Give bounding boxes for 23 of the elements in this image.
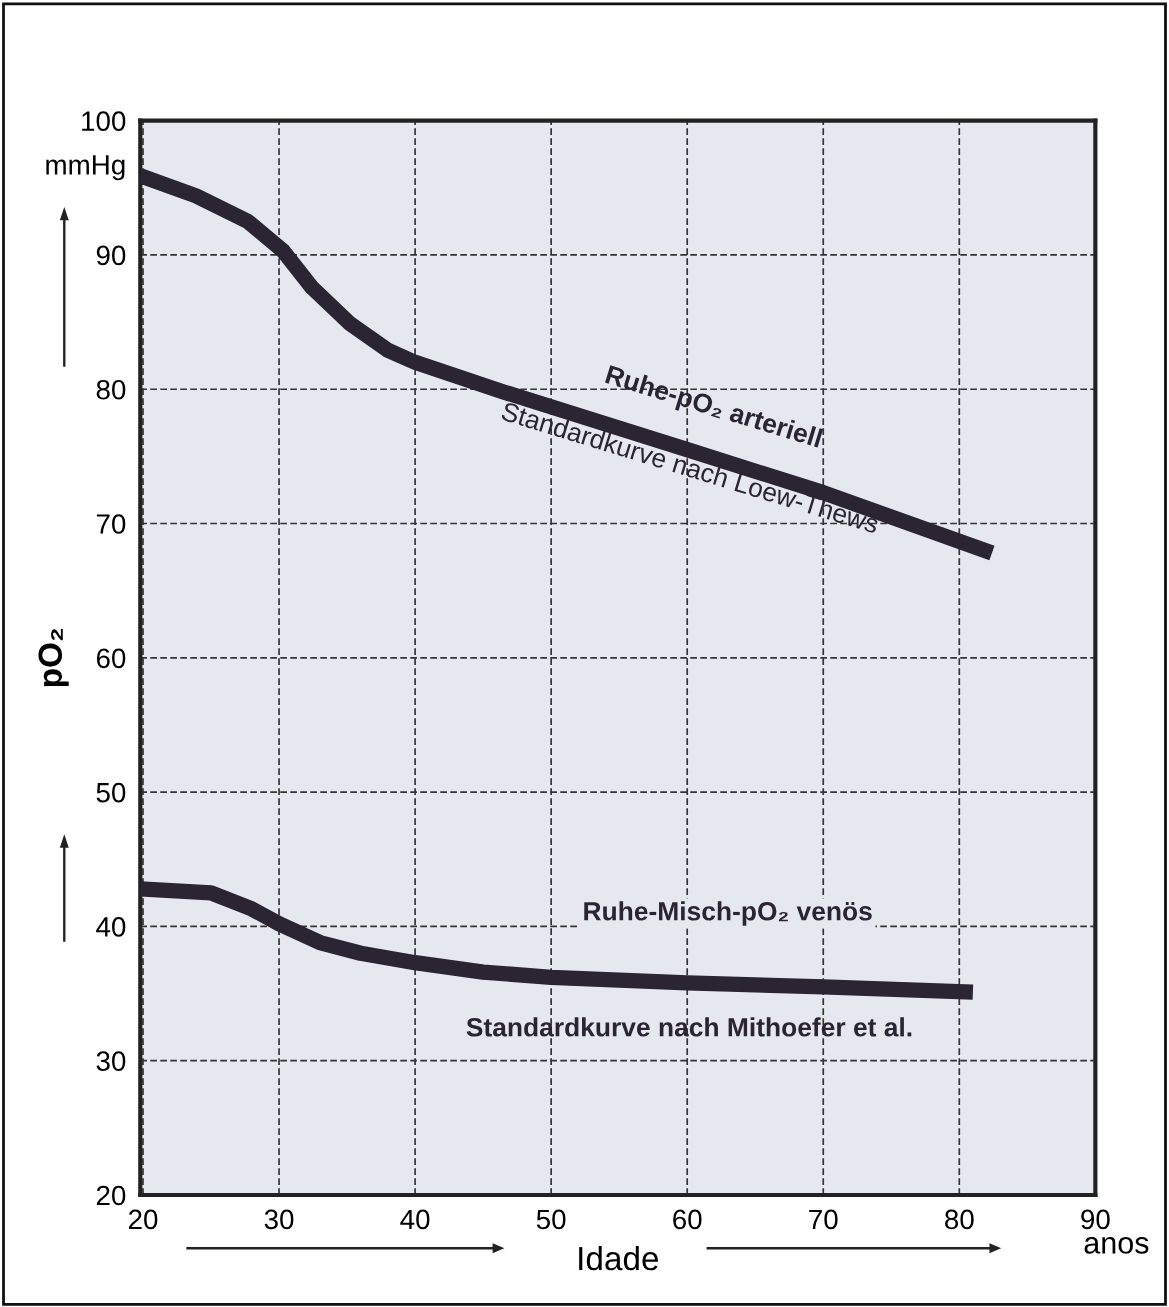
text: mmHg bbox=[46, 155, 125, 181]
y-tick-label: 40 bbox=[96, 917, 126, 937]
annotation: Standardkurve nach Mithoefer et al. bbox=[466, 1017, 912, 1037]
y-tick-label: 20 bbox=[96, 1185, 126, 1206]
y-tick-label: 90 bbox=[96, 245, 126, 266]
annotation: Ruhe-Misch-pO₂ venös bbox=[584, 901, 872, 926]
x-tick-label: 50 bbox=[536, 1209, 566, 1230]
x-tick-label: 70 bbox=[809, 1209, 838, 1230]
y-tick-label: 100 bbox=[82, 111, 126, 131]
x-tick-label: 20 bbox=[128, 1209, 158, 1230]
x-tick-label: 60 bbox=[673, 1209, 702, 1230]
x-tick-label: 90 bbox=[1081, 1209, 1110, 1230]
y-tick-label: 70 bbox=[96, 514, 126, 534]
y-tick-label: 60 bbox=[96, 648, 126, 669]
x-tick-label: 80 bbox=[945, 1209, 974, 1230]
text: anos bbox=[1084, 1237, 1149, 1254]
x-tick-label: 40 bbox=[400, 1209, 430, 1230]
x-axis-title: Idade bbox=[579, 1245, 659, 1271]
y-tick-label: 80 bbox=[96, 379, 126, 400]
y-tick-label: 50 bbox=[96, 782, 126, 803]
x-tick-label: 30 bbox=[264, 1209, 294, 1230]
y-tick-label: 30 bbox=[96, 1051, 126, 1072]
y-axis-title: pO₂ bbox=[38, 629, 69, 687]
